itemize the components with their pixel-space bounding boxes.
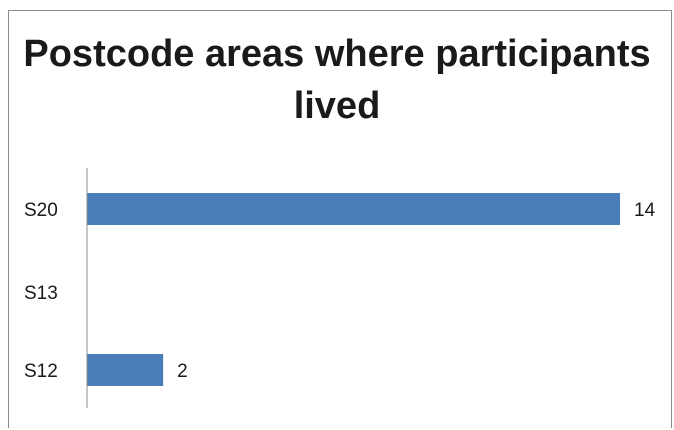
bar-s20 (87, 193, 620, 225)
category-label-s12: S12 (24, 361, 58, 382)
data-label-s20: 14 (634, 200, 656, 221)
category-label-s13: S13 (24, 283, 58, 304)
bar-s12 (87, 354, 164, 386)
category-labels-group: S20 S13 S12 (24, 200, 58, 382)
bars-group (87, 193, 620, 386)
value-labels-group: 14 2 (177, 200, 655, 382)
data-label-s12: 2 (177, 361, 188, 382)
category-label-s20: S20 (24, 200, 58, 221)
chart-title: Postcode areas where participants lived (23, 33, 651, 127)
